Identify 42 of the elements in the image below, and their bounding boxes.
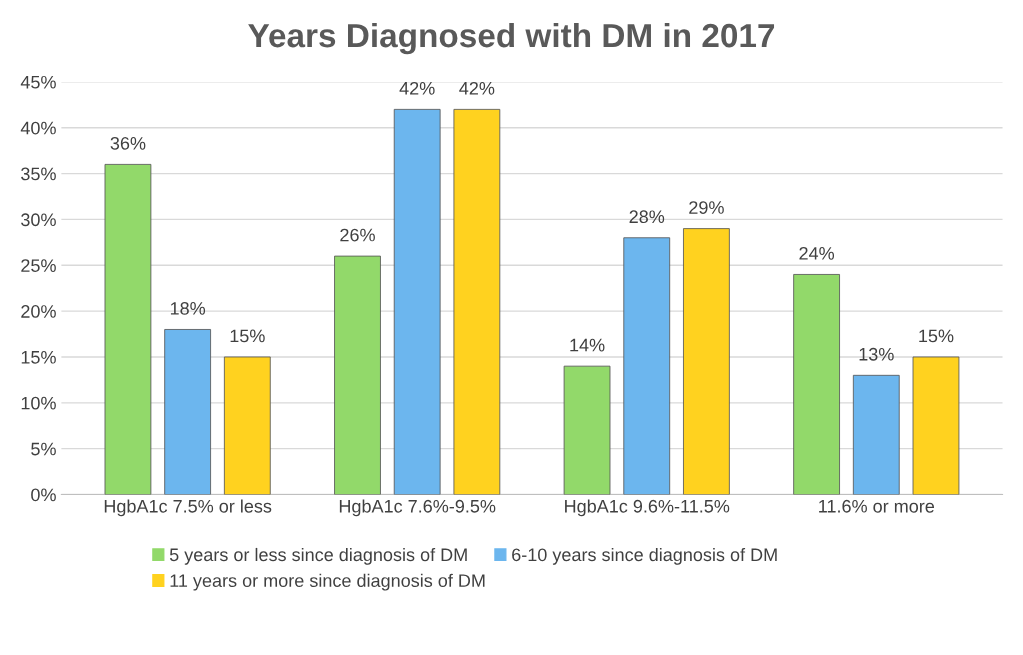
- bar: [852, 374, 900, 495]
- x-tick-label: 11.6% or more: [819, 499, 935, 513]
- legend-label: 11 years or more since diagnosis of DM: [170, 573, 485, 591]
- x-tick-label: HgbA1c 7.5% or less: [104, 499, 272, 517]
- bar: [223, 356, 271, 495]
- bar: [104, 163, 152, 495]
- data-label: 15%: [919, 329, 954, 343]
- data-label: 42%: [399, 81, 435, 95]
- bar: [563, 365, 611, 495]
- y-tick-label: 30%: [21, 213, 56, 227]
- bar: [393, 108, 441, 495]
- bar: [334, 255, 381, 495]
- bar: [912, 356, 960, 495]
- x-tick-label: HgbA1c 7.6%-9.5%: [339, 499, 496, 517]
- data-label: 18%: [170, 302, 206, 315]
- chart-title: Years Diagnosed with DM in 2017: [248, 22, 775, 55]
- data-label: 36%: [110, 136, 146, 150]
- y-tick-label: 35%: [21, 167, 56, 181]
- data-label: 29%: [689, 201, 724, 214]
- data-label: 26%: [340, 228, 375, 242]
- bar: [164, 329, 212, 495]
- y-tick-label: 5%: [31, 442, 56, 456]
- y-tick-label: 20%: [21, 305, 56, 318]
- y-tick-label: 0%: [31, 488, 56, 502]
- data-label: 28%: [629, 210, 665, 224]
- bar: [623, 237, 671, 495]
- legend-label: 5 years or less since diagnosis of DM: [169, 547, 467, 565]
- data-label: 42%: [459, 81, 495, 95]
- data-label: 14%: [570, 338, 605, 352]
- data-label: 24%: [799, 246, 835, 260]
- y-tick-label: 25%: [21, 259, 56, 272]
- data-label: 15%: [230, 329, 265, 343]
- data-label: 13%: [859, 347, 894, 361]
- bar: [683, 228, 730, 495]
- y-tick-label: 10%: [21, 396, 56, 410]
- y-tick-label: 45%: [20, 75, 56, 89]
- x-tick-label: HgbA1c 9.6%-11.5%: [565, 499, 730, 517]
- y-tick-label: 40%: [20, 121, 56, 135]
- bar: [453, 108, 501, 495]
- legend-label: 6-10 years since diagnosis of DM: [512, 547, 777, 565]
- y-tick-label: 15%: [21, 350, 56, 364]
- bar: [793, 274, 840, 495]
